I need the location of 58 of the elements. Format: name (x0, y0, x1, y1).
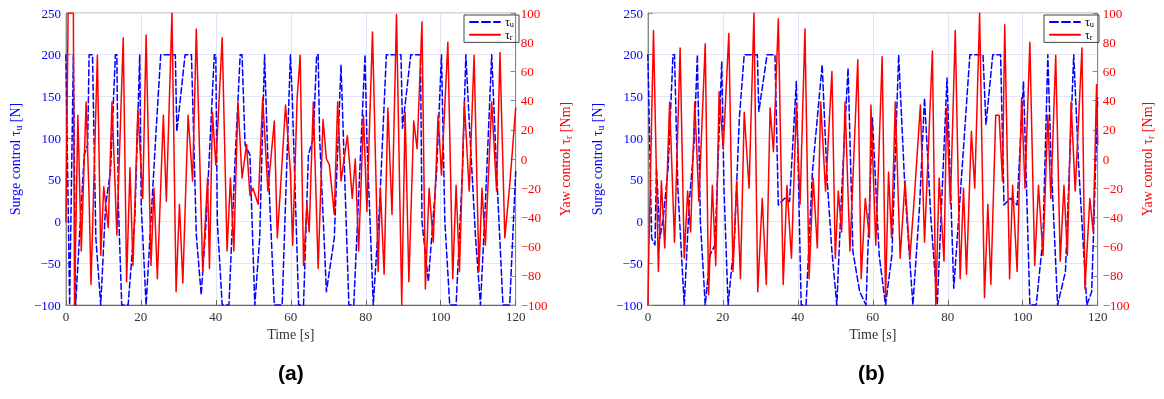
y-tick-label: −50 (622, 255, 643, 271)
y2-tick-label: −20 (1102, 180, 1124, 196)
x-tick-label: 100 (1012, 309, 1033, 324)
y-tick-label: 100 (41, 130, 61, 146)
x-tick-label: 20 (716, 309, 730, 324)
y-tick-label: 0 (54, 214, 61, 230)
x-tick-label: 60 (866, 309, 880, 324)
y-tick-label: −50 (40, 255, 61, 271)
x-axis-title: Time [s] (849, 327, 897, 343)
y-tick-label: 250 (41, 5, 61, 21)
y2-tick-label: 100 (1102, 5, 1123, 21)
y-tick-label: 150 (623, 88, 643, 104)
y-tick-label: −100 (34, 297, 61, 313)
legend-label: τu (1084, 15, 1095, 30)
y-tick-label: 50 (629, 172, 643, 188)
y2-tick-label: 80 (1102, 34, 1116, 50)
y2-tick-label: 20 (520, 122, 534, 138)
y-tick-label: 200 (41, 47, 61, 63)
y2-tick-label: 40 (520, 93, 534, 109)
y2-tick-label: −40 (1102, 209, 1124, 225)
y2-tick-label: 100 (520, 5, 541, 21)
y-axis-title: Surge control τu [N] (7, 102, 24, 216)
y2-tick-label: −80 (1102, 268, 1124, 284)
y2-tick-label: 60 (520, 63, 534, 79)
x-tick-label: 80 (941, 309, 955, 324)
legend-label: τu (504, 15, 515, 30)
y-tick-label: 250 (623, 5, 643, 21)
y-tick-label: 200 (623, 47, 643, 63)
y2-tick-label: −60 (520, 239, 542, 255)
x-tick-label: 40 (791, 309, 805, 324)
legend-label: τr (504, 27, 513, 42)
y2-tick-label: 0 (1102, 151, 1110, 167)
text: (a) (278, 361, 304, 384)
text: (b) (858, 361, 885, 384)
x-axis-title: Time [s] (267, 327, 315, 343)
y-tick-label: 100 (623, 130, 643, 146)
y2-axis-title: Yaw control τr [Nm] (558, 101, 575, 217)
y2-tick-label: 20 (1102, 122, 1116, 138)
y2-tick-label: −40 (520, 209, 542, 225)
y-tick-label: −100 (616, 297, 643, 313)
y2-tick-label: 40 (1102, 93, 1116, 109)
y2-tick-label: −20 (520, 180, 542, 196)
y2-tick-label: −80 (520, 268, 542, 284)
legend-label: τr (1084, 27, 1093, 42)
y-tick-label: 50 (47, 172, 61, 188)
x-tick-label: 100 (430, 309, 451, 324)
y-tick-label: 150 (41, 88, 61, 104)
x-tick-label: 80 (359, 309, 373, 324)
y2-tick-label: 80 (520, 34, 534, 50)
x-tick-label: 40 (209, 309, 223, 324)
y2-tick-label: 60 (1102, 63, 1116, 79)
x-tick-label: 60 (284, 309, 298, 324)
y2-tick-label: −60 (1102, 239, 1124, 255)
x-tick-label: 20 (134, 309, 148, 324)
y-axis-title: Surge control τu [N] (589, 102, 606, 216)
y2-tick-label: 0 (520, 151, 528, 167)
y2-axis-title: Yaw control τr [Nm] (1140, 101, 1157, 217)
y-tick-label: 0 (636, 214, 643, 230)
